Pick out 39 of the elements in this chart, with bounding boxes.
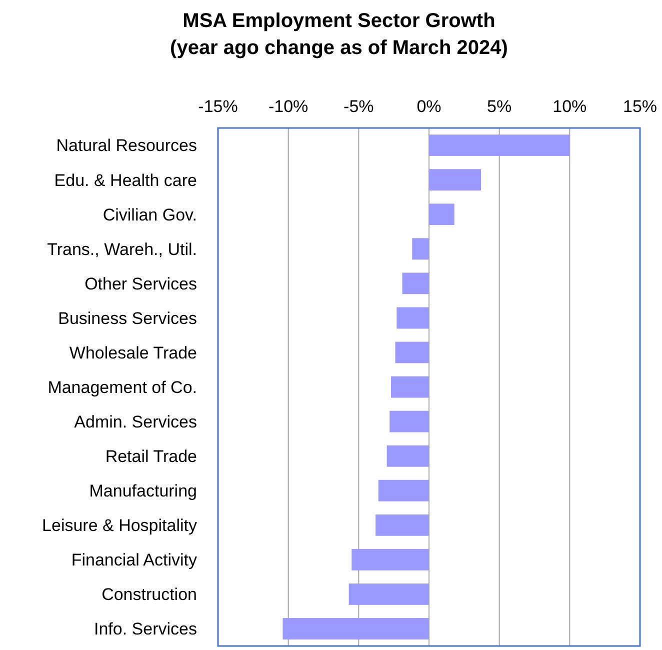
y-tick-label: Business Services xyxy=(58,308,197,328)
bar xyxy=(396,307,429,329)
y-tick-label: Edu. & Health care xyxy=(54,170,197,190)
bar xyxy=(391,376,429,398)
y-tick-label: Financial Activity xyxy=(71,550,198,570)
y-tick-label: Civilian Gov. xyxy=(102,205,197,224)
y-tick-label: Leisure & Hospitality xyxy=(42,516,198,536)
y-tick-label: Construction xyxy=(102,585,197,604)
x-tick-label: -5% xyxy=(344,97,374,116)
chart-subtitle: (year ago change as of March 2024) xyxy=(170,37,508,59)
bar xyxy=(386,445,429,467)
y-tick-label: Other Services xyxy=(84,274,197,294)
x-tick-label: 5% xyxy=(487,97,512,116)
bar xyxy=(412,238,429,260)
y-tick-label: Info. Services xyxy=(94,620,197,639)
y-tick-label: Natural Resources xyxy=(56,136,197,156)
y-tick-label: Management of Co. xyxy=(48,378,197,397)
bar xyxy=(376,514,429,536)
x-tick-label: 15% xyxy=(622,97,658,116)
y-tick-label: Manufacturing xyxy=(89,482,197,501)
bar xyxy=(390,410,429,432)
y-tick-label: Retail Trade xyxy=(105,447,197,466)
y-tick-label: Trans., Wareh., Util. xyxy=(47,240,197,259)
bar xyxy=(378,480,429,502)
x-tick-label: 10% xyxy=(552,97,587,116)
bar xyxy=(429,134,570,156)
bar xyxy=(352,548,429,570)
bar xyxy=(429,169,482,191)
x-tick-label: -15% xyxy=(198,97,238,116)
bar xyxy=(348,583,429,605)
y-tick-label: Admin. Services xyxy=(74,412,197,432)
bar xyxy=(429,204,454,226)
bar xyxy=(402,272,429,294)
x-tick-label: 0% xyxy=(416,97,442,116)
bar xyxy=(395,342,429,364)
y-tick-label: Wholesale Trade xyxy=(69,343,197,362)
chart-title: MSA Employment Sector Growth xyxy=(182,10,496,32)
x-tick-label: -10% xyxy=(268,97,308,116)
bar xyxy=(282,618,429,640)
